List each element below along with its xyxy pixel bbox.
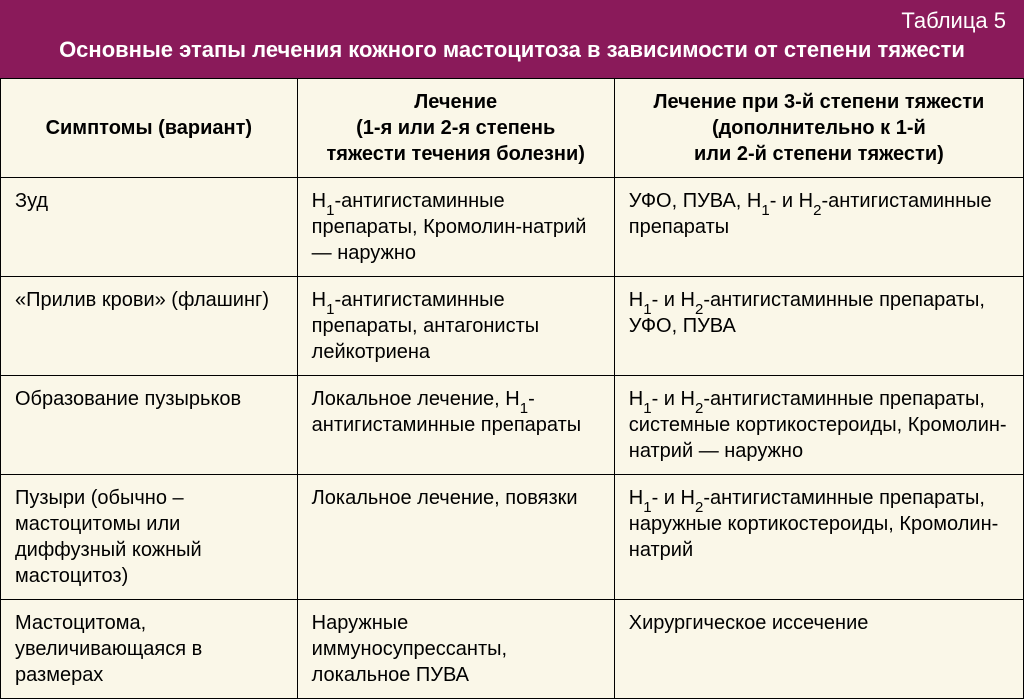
- table-row: Зуд Н1-антигистаминные препараты, Кромол…: [1, 177, 1024, 276]
- cell-symptom: Мастоцитома, увеличивающаяся в размерах: [1, 599, 298, 698]
- cell-treatment-3: УФО, ПУВА, Н1- и Н2-антигистаминные преп…: [614, 177, 1023, 276]
- treatment-table: Симптомы (вариант) Лечение(1-я или 2-я с…: [0, 78, 1024, 699]
- cell-treatment-12: Локальное лечение, повязки: [297, 474, 614, 599]
- table-row: Мастоцитома, увеличивающаяся в размерах …: [1, 599, 1024, 698]
- table-number: Таблица 5: [18, 8, 1006, 34]
- table-title: Основные этапы лечения кожного мастоцито…: [18, 36, 1006, 64]
- col-header-treatment-3: Лечение при 3-й степени тяжести(дополнит…: [614, 78, 1023, 177]
- cell-treatment-3: Н1- и Н2-антигистаминные препараты, УФО,…: [614, 276, 1023, 375]
- cell-symptom: Зуд: [1, 177, 298, 276]
- cell-symptom: Пузыри (обычно – мастоцитомы или диффузн…: [1, 474, 298, 599]
- table-row: Образование пузырьков Локальное лечение,…: [1, 375, 1024, 474]
- col-header-treatment-12: Лечение(1-я или 2-я степеньтяжести течен…: [297, 78, 614, 177]
- table-row: «Прилив крови» (флашинг) Н1-антигистамин…: [1, 276, 1024, 375]
- cell-treatment-12: Наружные иммуносупрессанты, локальное ПУ…: [297, 599, 614, 698]
- cell-treatment-12: Локальное лечение, Н1-антигистаминные пр…: [297, 375, 614, 474]
- col-header-symptoms: Симптомы (вариант): [1, 78, 298, 177]
- cell-treatment-3: Хирургическое иссечение: [614, 599, 1023, 698]
- cell-treatment-12: Н1-антигистаминные препараты, антагонист…: [297, 276, 614, 375]
- cell-symptom: Образование пузырьков: [1, 375, 298, 474]
- table-row: Пузыри (обычно – мастоцитомы или диффузн…: [1, 474, 1024, 599]
- cell-symptom: «Прилив крови» (флашинг): [1, 276, 298, 375]
- table-container: Таблица 5 Основные этапы лечения кожного…: [0, 0, 1024, 699]
- cell-treatment-3: Н1- и Н2-антигистаминные препараты, нару…: [614, 474, 1023, 599]
- table-head-row: Симптомы (вариант) Лечение(1-я или 2-я с…: [1, 78, 1024, 177]
- cell-treatment-12: Н1-антигистаминные препараты, Кромолин-н…: [297, 177, 614, 276]
- cell-treatment-3: Н1- и Н2-антигистаминные препараты, сист…: [614, 375, 1023, 474]
- table-header: Таблица 5 Основные этапы лечения кожного…: [0, 0, 1024, 78]
